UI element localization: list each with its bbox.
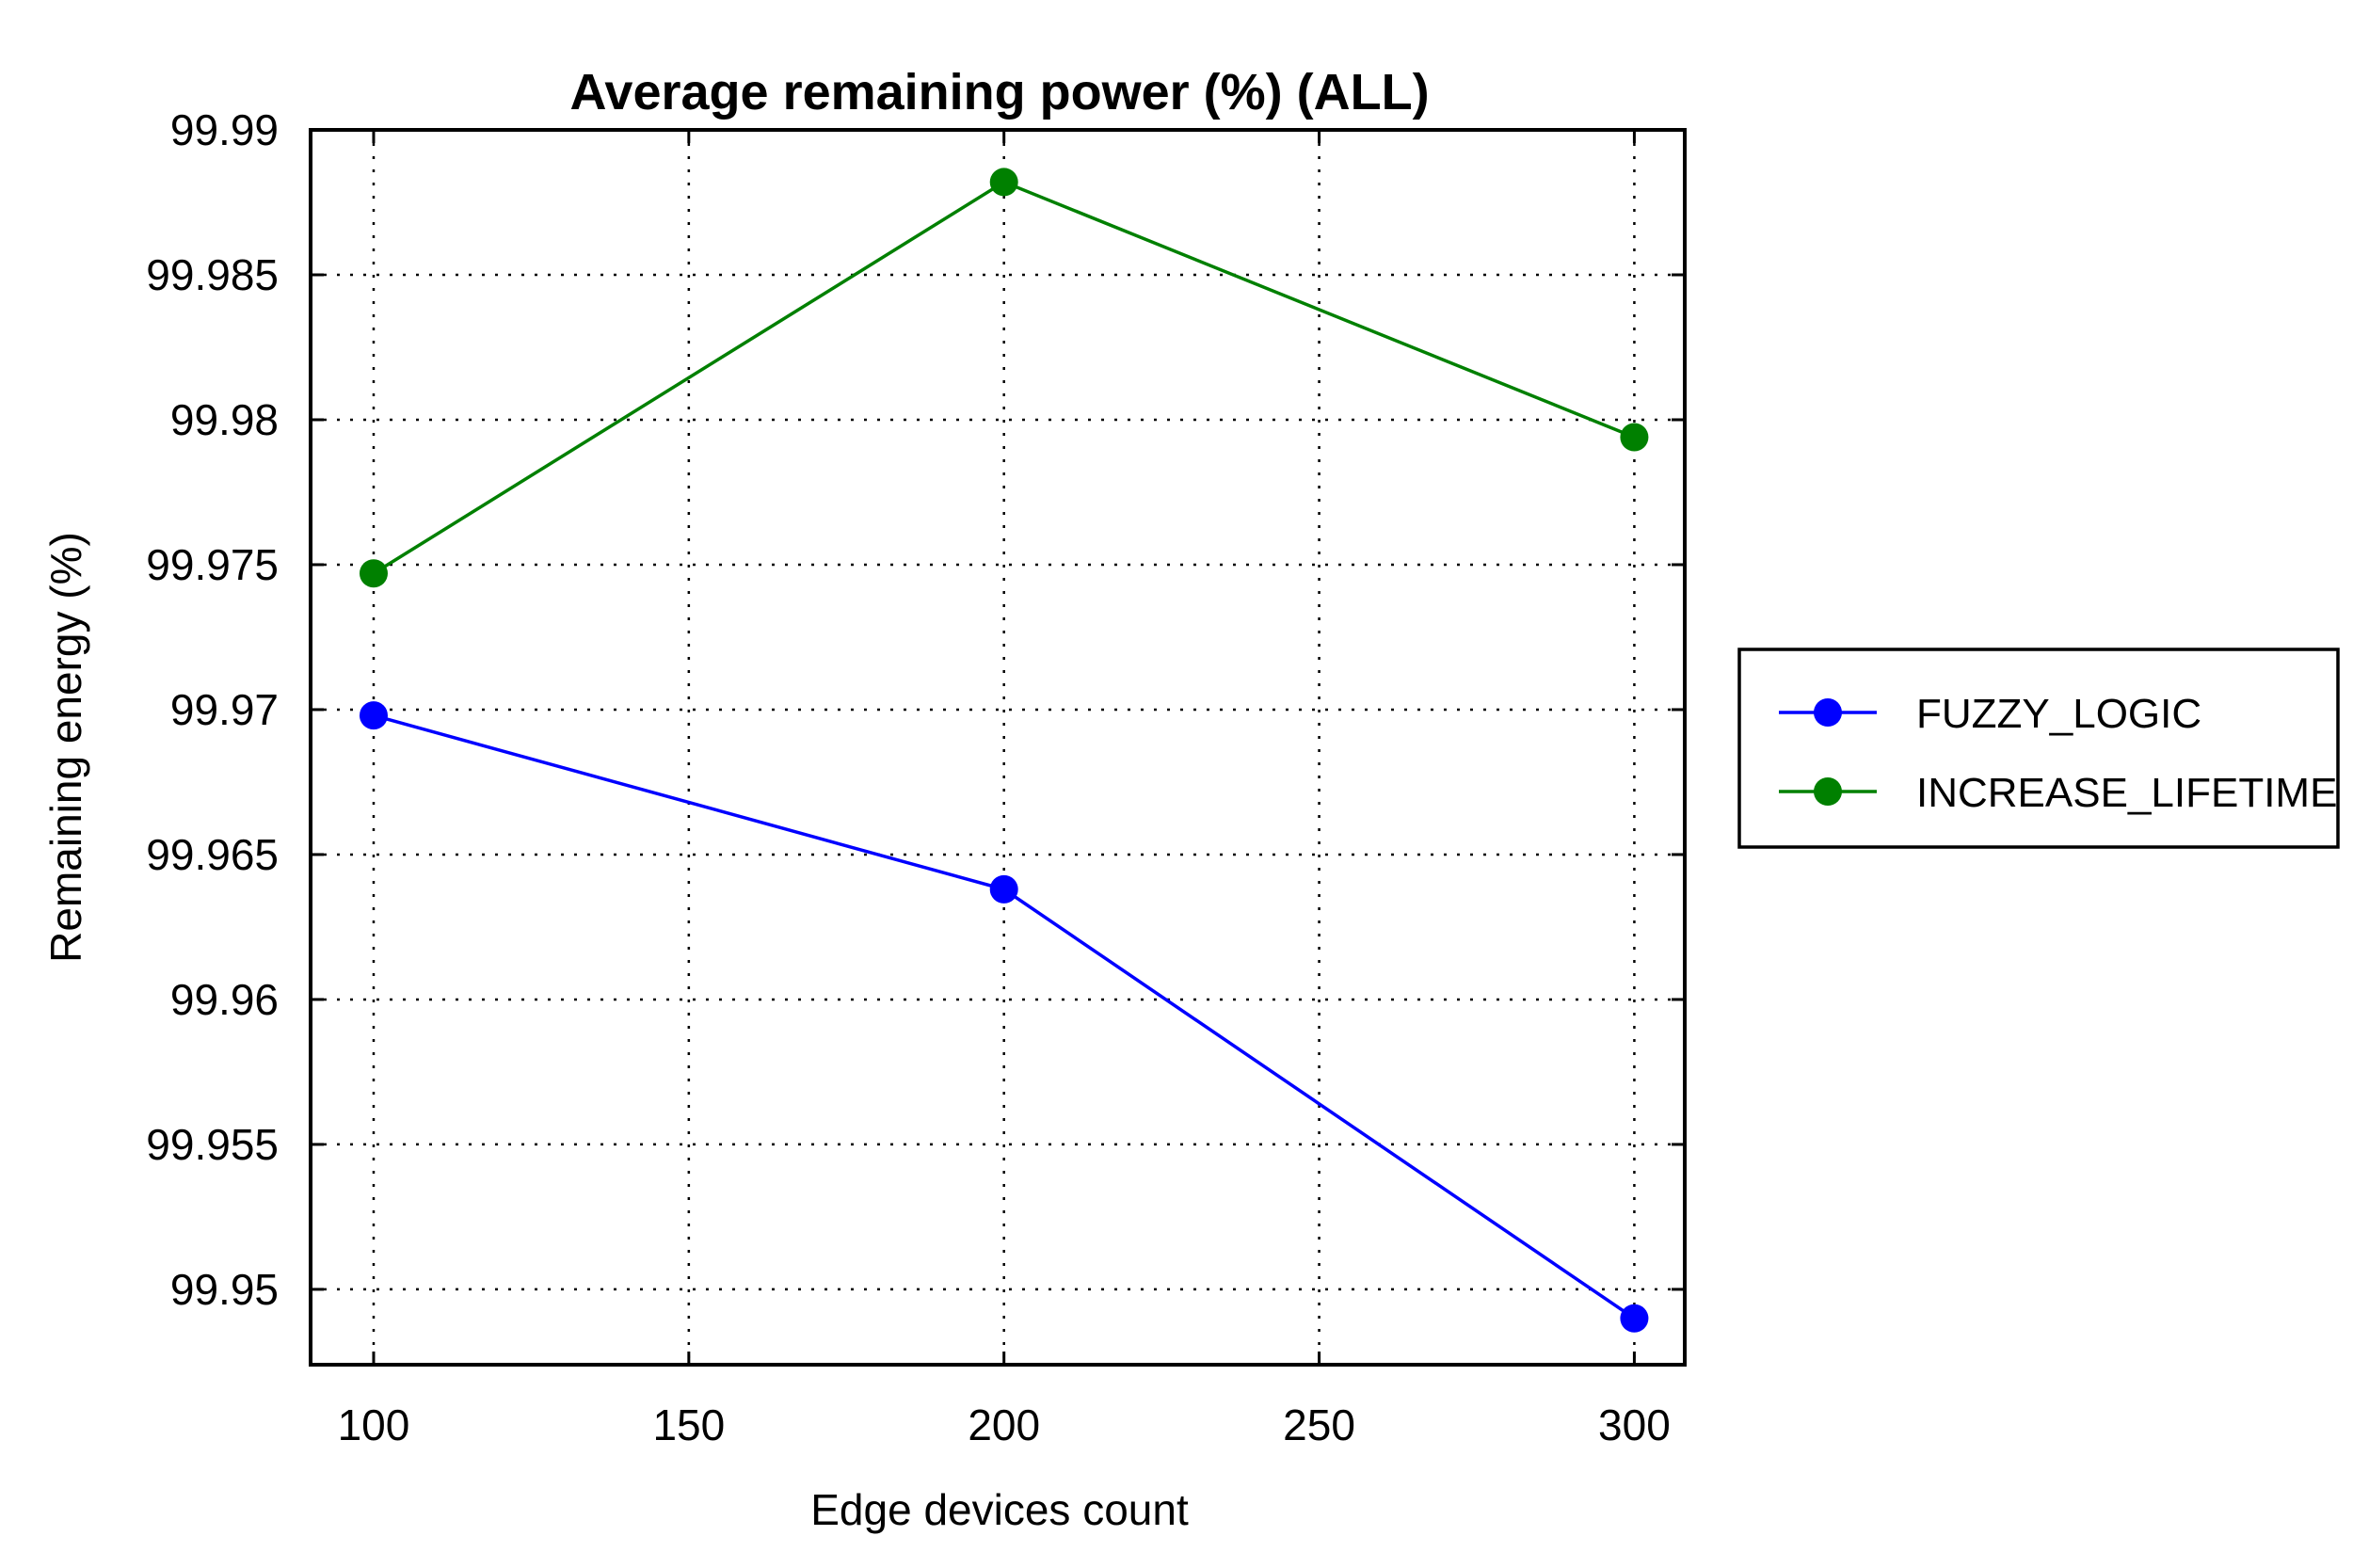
plot-frame	[309, 128, 1687, 1367]
x-axis-label: Edge devices count	[810, 1485, 1189, 1534]
y-tick-label: 99.95	[170, 1265, 279, 1314]
x-tick-label: 100	[338, 1400, 410, 1449]
legend-label: INCREASE_LIFETIME	[1916, 770, 2337, 816]
x-tick-label: 150	[652, 1400, 725, 1449]
legend: FUZZY_LOGIC INCREASE_LIFETIME	[1737, 648, 2340, 849]
y-tick-label: 99.975	[146, 540, 279, 589]
legend-entry: FUZZY_LOGIC	[1779, 691, 2201, 737]
data-point	[359, 701, 388, 730]
axis-ticks	[311, 128, 1685, 1365]
legend-marker	[1814, 698, 1842, 727]
y-tick-label: 99.99	[170, 105, 279, 154]
data-point	[1620, 1304, 1649, 1333]
y-tick-label: 99.96	[170, 975, 279, 1024]
series-line	[373, 713, 1636, 1320]
x-tick-label: 200	[968, 1400, 1040, 1449]
series-fuzzy-logic	[359, 701, 1649, 1333]
y-tick-label: 99.98	[170, 395, 279, 444]
y-tick-label: 99.965	[146, 830, 279, 879]
data-point	[989, 874, 1018, 904]
x-tick-label: 250	[1283, 1400, 1355, 1449]
y-tick-label: 99.97	[170, 685, 279, 734]
data-point	[989, 168, 1018, 197]
series-layer	[359, 168, 1649, 1333]
legend-box	[1737, 648, 2340, 849]
series-increase-lifetime	[359, 168, 1649, 588]
legend-label: FUZZY_LOGIC	[1916, 691, 2201, 737]
legend-entry: INCREASE_LIFETIME	[1779, 770, 2337, 816]
y-tick-label: 99.955	[146, 1120, 279, 1169]
x-tick-label: 300	[1598, 1400, 1671, 1449]
y-tick-label: 99.985	[146, 250, 279, 299]
chart-title: Average remaining power (%) (ALL)	[569, 64, 1429, 120]
data-point	[359, 559, 388, 588]
grid-lines	[311, 128, 1685, 1365]
y-axis-label: Remaining energy (%)	[41, 532, 90, 963]
data-point	[1620, 423, 1649, 452]
legend-marker	[1814, 777, 1842, 806]
